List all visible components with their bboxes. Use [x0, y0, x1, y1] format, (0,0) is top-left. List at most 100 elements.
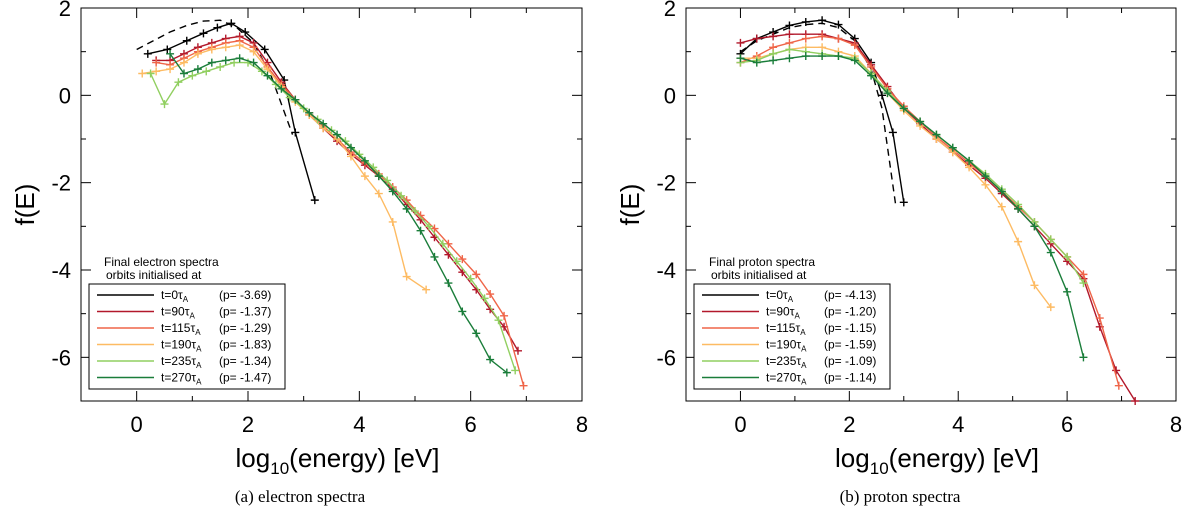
data-point-plus-marker — [981, 180, 990, 189]
data-point-plus-marker — [430, 224, 439, 233]
data-point-plus-marker — [291, 95, 300, 104]
data-point-plus-marker — [216, 62, 225, 71]
data-point-plus-marker — [152, 67, 161, 76]
legend-entry-slope: (p= -1.47) — [219, 371, 271, 385]
figure-caption: (a) electron spectra — [235, 487, 366, 506]
data-point-plus-marker — [916, 117, 925, 126]
data-point-plus-marker — [202, 67, 211, 76]
data-point-plus-marker — [486, 290, 495, 299]
data-point-plus-marker — [736, 54, 745, 63]
data-point-plus-marker — [388, 217, 397, 226]
data-point-plus-marker — [416, 226, 425, 235]
data-point-plus-marker — [899, 198, 908, 207]
series-t=235 — [736, 45, 1088, 288]
y-tick-label: 0 — [59, 83, 71, 108]
figure-caption: (b) proton spectra — [840, 487, 961, 506]
data-point-plus-marker — [221, 56, 230, 65]
x-axis-label: log10(energy) [eV] — [835, 443, 1039, 478]
data-point-plus-marker — [1030, 281, 1039, 290]
legend-entry-label: t=90τA — [161, 305, 195, 321]
data-point-plus-marker — [374, 189, 383, 198]
plot-frame — [685, 7, 1177, 402]
legend-entry-slope: (p= -1.37) — [219, 305, 271, 319]
data-point-plus-marker — [277, 84, 286, 93]
data-point-plus-marker — [1014, 237, 1023, 246]
legend-entry-label: t=235τA — [161, 354, 202, 370]
data-point-plus-marker — [502, 368, 511, 377]
data-point-plus-marker — [1112, 366, 1121, 375]
data-point-plus-marker — [221, 43, 230, 52]
legend-title: orbits initialised at — [106, 268, 202, 282]
data-point-plus-marker — [166, 49, 175, 58]
data-point-plus-marker — [466, 274, 475, 283]
data-point-plus-marker — [260, 45, 269, 54]
data-point-plus-marker — [494, 316, 503, 325]
x-tick-label: 4 — [353, 412, 365, 437]
y-tick-label: -6 — [51, 345, 71, 370]
data-point-plus-marker — [305, 108, 314, 117]
data-point-plus-marker — [182, 36, 191, 45]
data-point-plus-marker — [207, 58, 216, 67]
legend-box — [693, 283, 891, 390]
data-point-plus-marker — [143, 49, 152, 58]
legend-entry-label: t=0τA — [766, 288, 794, 304]
data-point-plus-marker — [160, 100, 169, 109]
data-point-plus-marker — [249, 58, 258, 67]
data-point-plus-marker — [785, 54, 794, 63]
legend-entry-label: t=190τA — [766, 338, 807, 354]
data-point-plus-marker — [360, 172, 369, 181]
x-tick-label: 8 — [576, 412, 588, 437]
data-point-plus-marker — [346, 143, 355, 152]
x-tick-label: 2 — [242, 412, 254, 437]
data-point-plus-marker — [785, 21, 794, 30]
x-tick-label: 8 — [1170, 412, 1182, 437]
data-point-plus-marker — [997, 187, 1006, 196]
data-point-plus-marker — [310, 196, 319, 205]
x-tick-label: 2 — [843, 412, 855, 437]
series-line — [739, 19, 905, 203]
chart-panel-1: 0 2 4 6 8 -6 -4 -2 0 2 log10(energy) [eV] f(E) Final… — [615, 0, 1182, 506]
data-point-plus-marker — [818, 16, 827, 25]
data-point-plus-marker — [1063, 287, 1072, 296]
data-point-plus-marker — [834, 20, 843, 29]
data-point-plus-marker — [888, 128, 897, 137]
data-point-plus-marker — [383, 176, 392, 185]
data-point-plus-marker — [263, 71, 272, 80]
data-point-plus-marker — [932, 130, 941, 139]
data-point-plus-marker — [1030, 222, 1039, 231]
series-line — [147, 22, 316, 201]
data-point-plus-marker — [402, 272, 411, 281]
data-point-plus-marker — [333, 130, 342, 139]
data-point-plus-marker — [1079, 270, 1088, 279]
data-point-plus-marker — [207, 45, 216, 54]
legend-entry-slope: (p= -4.13) — [824, 288, 876, 302]
data-point-plus-marker — [1046, 248, 1055, 257]
data-point-plus-marker — [1046, 303, 1055, 312]
data-point-plus-marker — [513, 346, 522, 355]
data-point-plus-marker — [818, 52, 827, 61]
data-point-plus-marker — [818, 32, 827, 41]
data-point-plus-marker — [346, 152, 355, 161]
legend-entry-slope: (p= -1.34) — [219, 354, 271, 368]
y-tick-label: -2 — [656, 171, 676, 196]
data-point-plus-marker — [1014, 204, 1023, 213]
data-point-plus-marker — [319, 119, 328, 128]
y-tick-label: -4 — [656, 258, 676, 283]
x-tick-label: 6 — [1061, 412, 1073, 437]
legend-entry-label: t=270τA — [766, 371, 807, 387]
data-point-plus-marker — [388, 187, 397, 196]
data-point-plus-marker — [193, 65, 202, 74]
data-point-plus-marker — [397, 191, 406, 200]
legend-entry-slope: (p= -1.09) — [824, 354, 876, 368]
data-point-plus-marker — [213, 23, 222, 32]
data-point-plus-marker — [146, 69, 155, 78]
legend-title: orbits initialised at — [711, 268, 807, 282]
y-tick-label: -4 — [51, 258, 71, 283]
x-tick-label: 0 — [734, 412, 746, 437]
data-point-plus-marker — [422, 285, 431, 294]
legend-entry-slope: (p= -1.14) — [824, 371, 876, 385]
data-point-plus-marker — [519, 381, 528, 390]
data-point-plus-marker — [193, 49, 202, 58]
data-point-plus-marker — [430, 252, 439, 261]
